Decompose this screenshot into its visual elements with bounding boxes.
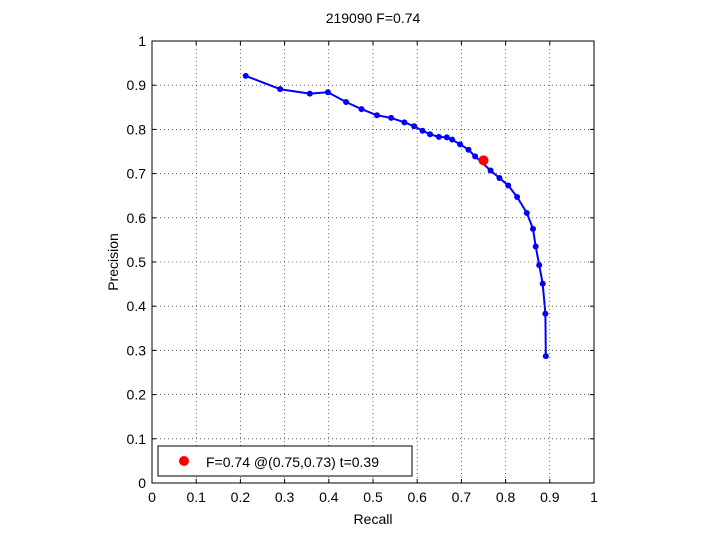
data-point [277, 86, 284, 93]
data-point [443, 134, 450, 141]
data-point [449, 136, 456, 143]
grid-lines [152, 41, 594, 483]
legend-box [157, 445, 413, 477]
y-tick-label: 0.6 [127, 210, 147, 226]
data-point [542, 353, 549, 360]
x-tick-label: 0.3 [275, 489, 295, 505]
data-point [388, 114, 395, 121]
y-tick-label: 0.2 [127, 387, 147, 403]
x-tick-label: 0.5 [363, 489, 383, 505]
data-point [496, 175, 503, 182]
legend: F=0.74 @(0.75,0.73) t=0.39 [157, 445, 413, 477]
data-point [523, 209, 530, 216]
best-f-point [478, 155, 489, 166]
x-tick-label: 0.2 [231, 489, 251, 505]
data-point [373, 112, 380, 119]
data-point [539, 280, 546, 287]
y-axis-label: Precision [105, 233, 121, 291]
data-point [401, 119, 408, 126]
y-tick-label: 0.8 [127, 121, 147, 137]
x-tick-label: 0.8 [496, 489, 516, 505]
x-tick-labels: 0 0.1 0.2 0.3 0.4 0.5 0.6 0.7 0.8 0.9 1 [148, 489, 598, 505]
data-point [427, 131, 434, 138]
axis-ticks [151, 40, 595, 484]
data-point [472, 153, 479, 160]
data-point [465, 146, 472, 153]
highlight-layer [478, 155, 489, 166]
data-point [536, 262, 543, 269]
data-point [411, 123, 418, 130]
legend-marker [179, 456, 189, 466]
x-tick-label: 0.4 [319, 489, 339, 505]
data-point [530, 225, 537, 232]
x-tick-label: 0.6 [407, 489, 427, 505]
data-point [306, 90, 313, 97]
x-axis-label: Recall [354, 511, 393, 527]
y-tick-label: 0 [138, 475, 146, 491]
x-tick-label: 0 [148, 489, 156, 505]
y-tick-label: 0.5 [127, 254, 147, 270]
y-tick-label: 0.4 [127, 298, 147, 314]
x-tick-label: 0.9 [540, 489, 560, 505]
x-tick-label: 0.7 [452, 489, 472, 505]
data-point [457, 141, 464, 148]
data-point [532, 243, 539, 250]
data-point [343, 98, 350, 105]
data-point [435, 133, 442, 140]
y-tick-label: 1 [138, 33, 146, 49]
data-point [505, 182, 512, 189]
data-point [242, 72, 249, 79]
x-tick-label: 1 [590, 489, 598, 505]
y-tick-label: 0.9 [127, 77, 147, 93]
legend-label: F=0.74 @(0.75,0.73) t=0.39 [206, 454, 379, 470]
data-point [358, 106, 365, 113]
data-point [487, 167, 494, 174]
y-tick-label: 0.3 [127, 342, 147, 358]
y-tick-label: 0.1 [127, 431, 147, 447]
y-tick-label: 0.7 [127, 166, 147, 182]
data-point [514, 194, 521, 201]
chart-title: 219090 F=0.74 [326, 10, 421, 26]
data-point [419, 127, 426, 134]
data-point [542, 310, 549, 317]
x-tick-label: 0.1 [186, 489, 206, 505]
series-layer [242, 72, 549, 360]
data-point [324, 89, 331, 96]
y-tick-labels: 0 0.1 0.2 0.3 0.4 0.5 0.6 0.7 0.8 0.9 1 [127, 33, 147, 491]
